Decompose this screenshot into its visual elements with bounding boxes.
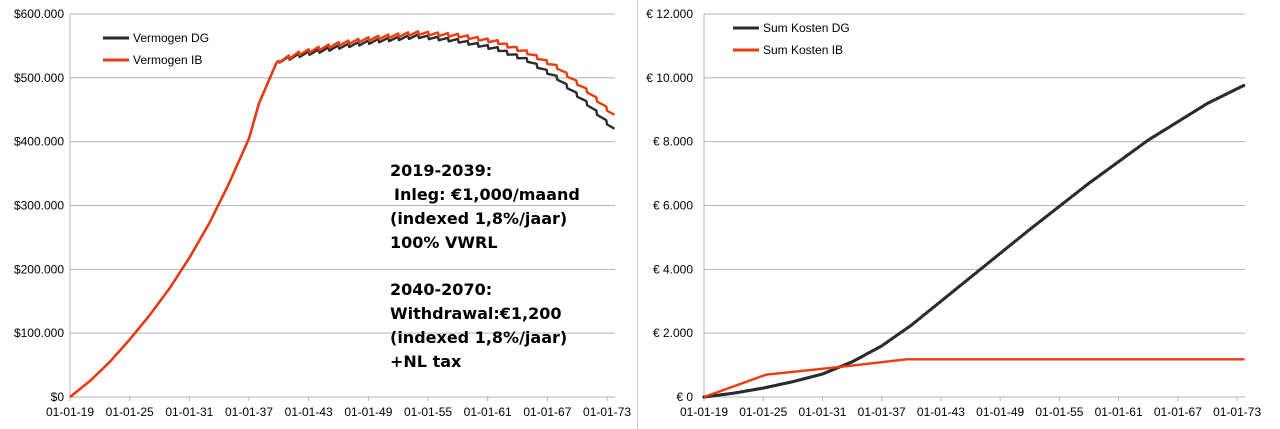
y-tick-label: € 0 <box>676 390 693 404</box>
y-tick-label: $500.000 <box>14 71 64 85</box>
x-tick-label: 01-01-31 <box>165 405 213 419</box>
series-line-1 <box>703 358 1245 399</box>
x-tick-label: 01-01-19 <box>680 405 728 419</box>
y-tick-label: $200.000 <box>14 262 64 276</box>
x-tick-label: 01-01-73 <box>1213 405 1261 419</box>
y-tick-label: $300.000 <box>14 199 64 213</box>
y-tick-label: € 4.000 <box>653 262 693 276</box>
x-tick-label: 01-01-37 <box>225 405 273 419</box>
x-tick-label: 01-01-43 <box>285 405 333 419</box>
y-tick-label: $400.000 <box>14 135 64 149</box>
y-tick-label: $100.000 <box>14 326 64 340</box>
kosten-chart: € 0 € 2.000 € 4.000 € 6.000 € 8.000 € 10.000 €… <box>646 7 1261 419</box>
legend-label: Sum Kosten IB <box>763 43 843 57</box>
annotation-line: Withdrawal:€1,200 <box>390 304 562 323</box>
x-tick-label: 01-01-61 <box>1095 405 1143 419</box>
x-tick-label: 01-01-67 <box>1154 405 1202 419</box>
annotation-line: (indexed 1,8%/jaar) <box>390 328 567 347</box>
y-tick-label: € 10.000 <box>646 71 693 85</box>
x-tick-label: 01-01-55 <box>404 405 452 419</box>
vermogen-chart: $0 $100.000 $200.000 $300.000 $400.000 $500.0… <box>14 7 631 419</box>
y-tick-label: € 2.000 <box>653 326 693 340</box>
legend-label: Sum Kosten DG <box>763 21 850 35</box>
annotation-line: +NL tax <box>390 352 462 371</box>
x-tick-label: 01-01-61 <box>464 405 512 419</box>
y-tick-label: $600.000 <box>14 7 64 21</box>
legend-label: Vermogen IB <box>133 53 202 67</box>
y-tick-label: $0 <box>51 390 65 404</box>
x-tick-label: 01-01-43 <box>917 405 965 419</box>
x-tick-label: 01-01-49 <box>344 405 392 419</box>
data-point <box>1242 83 1246 88</box>
y-tick-label: € 8.000 <box>653 135 693 149</box>
annotation-line: 2040-2070: <box>390 280 492 299</box>
x-tick-label: 01-01-31 <box>798 405 846 419</box>
x-tick-label: 01-01-37 <box>858 405 906 419</box>
x-tick-label: 01-01-25 <box>739 405 787 419</box>
y-tick-label: € 12.000 <box>646 7 693 21</box>
y-tick-label: € 6.000 <box>653 199 693 213</box>
annotation-line: 2019-2039: <box>390 161 492 180</box>
series-line-1 <box>69 30 616 398</box>
x-tick-label: 01-01-73 <box>583 405 631 419</box>
annotation-line: Inleg: €1,000/maand <box>394 185 580 204</box>
annotation-line: 100% VWRL <box>390 233 498 252</box>
annotation-line: (indexed 1,8%/jaar) <box>390 209 567 228</box>
panel-divider <box>637 0 638 429</box>
legend-label: Vermogen DG <box>133 31 209 45</box>
x-tick-label: 01-01-19 <box>46 405 94 419</box>
x-tick-label: 01-01-49 <box>976 405 1024 419</box>
x-tick-label: 01-01-25 <box>106 405 154 419</box>
x-tick-label: 01-01-55 <box>1035 405 1083 419</box>
x-tick-label: 01-01-67 <box>523 405 571 419</box>
